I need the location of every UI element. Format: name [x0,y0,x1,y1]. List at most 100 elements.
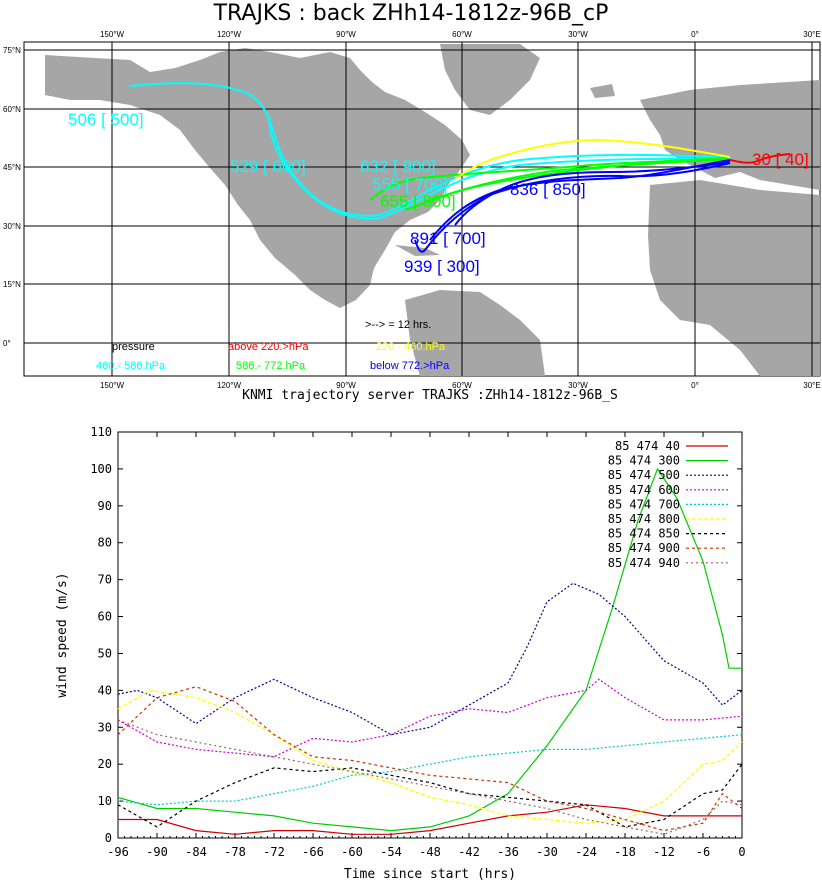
legend-entry-label: 85 474 850 [608,527,680,541]
x-tick-label: -30 [536,845,558,859]
y-tick-label: 90 [98,499,112,513]
label-green-800: 655 [ 800] [380,192,456,211]
lon-tick-bottom: 120°W [217,381,242,390]
y-tick-label: 20 [98,757,112,771]
lon-tick-bottom: 90°W [336,381,356,390]
lon-tick-top: 30°E [803,30,820,39]
lon-tick-top: 0° [691,30,699,39]
x-tick-label: -54 [380,845,402,859]
x-tick-label: -66 [302,845,324,859]
label-cyan-600: 529 [ 600] [230,157,306,176]
latitude-ticks: 75°N 60°N 45°N 30°N 15°N 0° [3,46,21,348]
longitude-ticks: 150°W 150°W 120°W 120°W 90°W 90°W 60°W 60°W 30°W… [100,30,821,390]
south-america-land [405,290,545,376]
lon-tick-top: 150°W [100,30,125,39]
series-line-4 [117,734,743,806]
series-line-0 [118,804,742,835]
label-cyan-500: 506 [ 500] [68,110,144,129]
trajectory-850 [429,159,731,241]
y-tick-label: 50 [98,646,112,660]
lat-tick: 60°N [3,105,21,114]
lon-tick-top: 120°W [217,30,242,39]
legend-below: below 772.>hPa [370,360,450,372]
x-tick-label: -18 [614,845,636,859]
greenland-land [440,44,540,115]
lat-tick: 0° [3,339,11,348]
x-axis-ticks: -96 -90 -84 -78 -72 -66 -60 -54 -48 -42 -36 -30 -24-… [107,432,746,859]
lon-tick-bottom: 60°W [452,381,472,390]
trajectory-40 [729,153,791,164]
africa-land [648,180,820,376]
page-title: TRAJKS : back ZHh14-1812z-96B_cP [213,1,609,26]
series-line-5 [117,689,743,824]
lon-tick-bottom: 150°W [100,381,125,390]
x-tick-label: -96 [107,845,129,859]
legend-entry-label: 85 474 700 [608,497,680,511]
series-line-1 [117,467,742,832]
label-blue-850: 836 [ 850] [510,180,586,199]
caribbean-land [395,245,440,256]
x-tick-label: -78 [224,845,246,859]
x-tick-label: -84 [185,845,207,859]
x-tick-label: 0 [738,845,745,859]
legend-entry-label: 85 474 500 [608,468,680,482]
y-tick-label: 60 [98,610,112,624]
trajectory-600 [268,117,731,220]
label-blue-700: 891 [ 700] [410,229,486,248]
y-tick-label: 40 [98,683,112,697]
x-tick-label: -48 [419,845,441,859]
x-tick-label: -36 [497,845,519,859]
trajectory-lines [129,82,791,253]
lon-tick-bottom: 30°E [803,381,820,390]
legend-entry-label: 85 474 600 [608,483,680,497]
trajectory-labels: 30 [ 40] 506 [ 500] 529 [ 600] 632 [ 900… [68,110,809,276]
legend-above: above 220.>hPa [228,341,309,353]
lon-tick-top: 30°W [568,30,588,39]
y-tick-label: 80 [98,536,112,550]
label-cyan-700: 555 [ 700] [372,175,448,194]
label-blue-300: 939 [ 300] [404,257,480,276]
trajectory-300-blue [414,162,731,253]
series-line-3 [117,678,743,758]
trajectory-500 [129,82,731,217]
lon-tick-bottom: 0° [691,381,699,390]
arrow-note: >--> = 12 hrs. [365,319,431,331]
map-grid [24,42,820,376]
trajectory-800 [404,157,729,211]
label-red-40: 30 [ 40] [752,150,809,169]
series-line-7 [117,686,743,832]
y-axis-label: wind speed (m/s) [55,572,70,697]
x-tick-label: -12 [653,845,675,859]
legend-entry-label: 85 474 40 [615,439,680,453]
series-lines [117,467,743,835]
x-tick-label: -24 [575,845,597,859]
legend-pressure: pressure [112,341,155,353]
lat-tick: 75°N [3,46,21,55]
lon-tick-bottom: 30°W [568,381,588,390]
lat-tick: 30°N [3,222,21,231]
x-tick-label: -72 [263,845,285,859]
y-tick-label: 70 [98,573,112,587]
trajectory-700-blue [454,161,731,226]
series-line-8 [117,719,743,835]
iceland-land [590,84,615,98]
legend-220-460: 220.- 460.hPa [376,341,446,353]
y-tick-label: 30 [98,720,112,734]
y-tick-label: 100 [90,462,112,476]
x-tick-label: -6 [696,845,710,859]
lon-tick-top: 90°W [336,30,356,39]
y-tick-label: 110 [90,425,112,439]
legend-entry-label: 85 474 900 [608,541,680,555]
lon-tick-top: 60°W [452,30,472,39]
legend-586-772: 586.- 772.hPa [236,360,306,372]
north-america-land [45,48,470,308]
x-axis-label: Time since start (hrs) [344,867,516,882]
y-axis-ticks: 0 10 20 30 40 50 60 70 80 90 100 110 [90,425,742,845]
y-tick-label: 0 [105,831,112,845]
legend-entry-label: 85 474 300 [608,454,680,468]
legend-entry-label: 85 474 940 [608,556,680,570]
series-line-2 [117,582,743,736]
trajectory-map: 150°W 150°W 120°W 120°W 90°W 90°W 60°W 60°W 30°W… [3,30,821,390]
